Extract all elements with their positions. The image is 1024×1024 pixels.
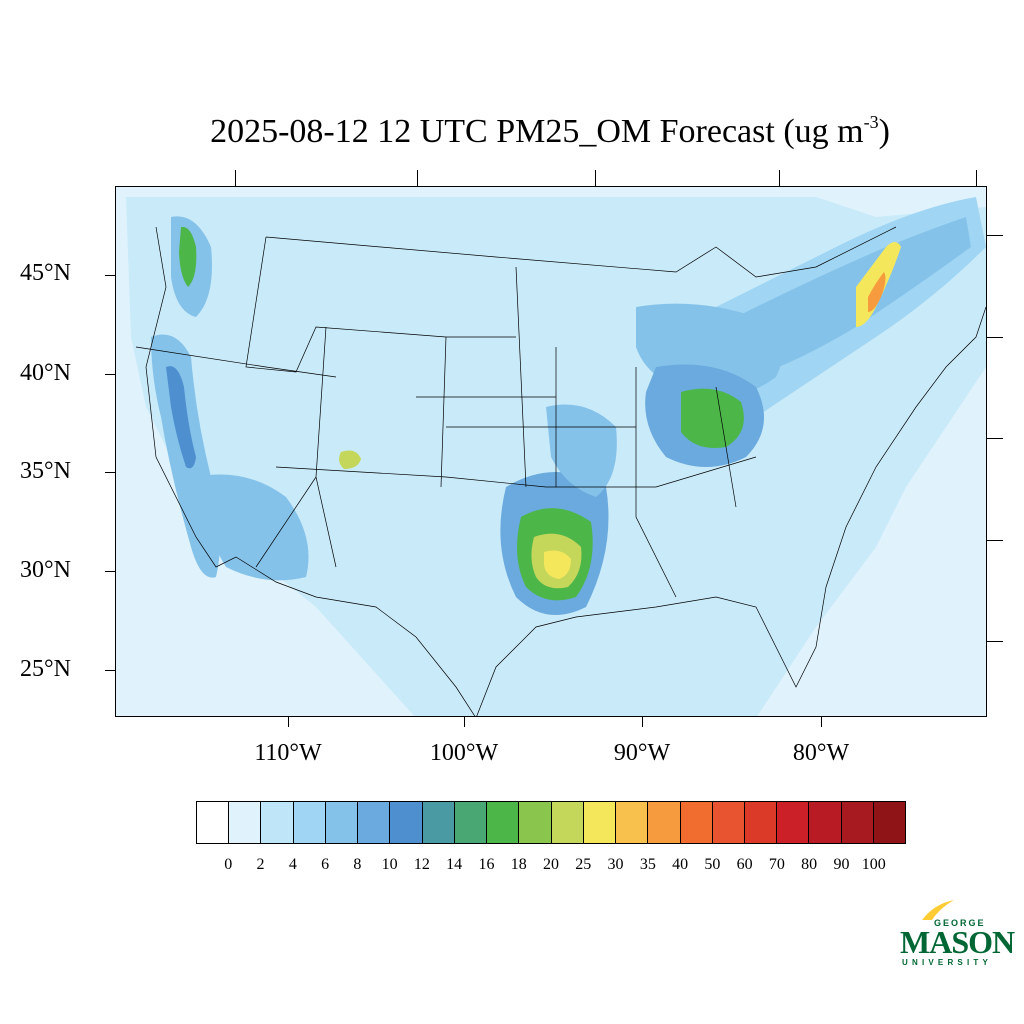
forecast-map — [115, 186, 987, 717]
tick-left-35 — [105, 472, 115, 473]
colorbar-swatch — [261, 802, 294, 843]
tick-right-1 — [987, 235, 1003, 236]
colorbar-label: 50 — [704, 856, 721, 873]
tick-left-40 — [105, 374, 115, 375]
colorbar-swatch — [519, 802, 552, 843]
colorbar-swatch — [841, 802, 874, 843]
title-text: 2025-08-12 12 UTC PM25_OM Forecast (ug m — [210, 113, 864, 150]
tick-left-45 — [105, 275, 115, 276]
lon-label-90w: 90°W — [613, 740, 671, 766]
colorbar-label: 35 — [639, 856, 656, 873]
pacific-northwest-core — [179, 226, 197, 287]
lat-label-45n: 45°N — [20, 260, 71, 286]
colorbar-label: 8 — [353, 856, 362, 873]
colorbar-label: 90 — [833, 856, 850, 873]
tick-top-1 — [235, 170, 236, 186]
colorbar-swatch — [422, 802, 455, 843]
colorbar — [196, 801, 906, 844]
colorbar-swatch — [390, 802, 423, 843]
lat-label-25n: 25°N — [20, 656, 71, 682]
map-canvas — [116, 187, 986, 716]
logo-university: UNIVERSITY — [902, 958, 993, 967]
colorbar-label: 12 — [413, 856, 430, 873]
colorbar-swatch — [744, 802, 778, 843]
colorbar-label: 100 — [861, 856, 886, 873]
ohio-valley-core — [681, 388, 744, 448]
colorbar-swatch — [229, 802, 262, 843]
colorbar-swatch — [712, 802, 745, 843]
tick-bottom-80 — [821, 717, 822, 727]
tick-bottom-110 — [288, 717, 289, 727]
colorbar-label: 18 — [510, 856, 527, 873]
colorbar-swatch — [680, 802, 713, 843]
colorbar-label: 25 — [575, 856, 592, 873]
boundary-lines — [135, 226, 986, 716]
west-coast-core — [166, 366, 196, 469]
colorbar-label: 20 — [543, 856, 559, 873]
colorbar-swatch — [487, 802, 520, 843]
title-close: ) — [878, 113, 890, 150]
lat-label-30n: 30°N — [20, 557, 71, 583]
title-superscript: -3 — [863, 112, 879, 132]
colorbar-label: 2 — [256, 856, 265, 873]
tick-right-4 — [987, 540, 1003, 541]
colorbar-label: 6 — [321, 856, 330, 873]
lon-label-80w: 80°W — [792, 740, 850, 766]
colorbar-label: 0 — [224, 856, 233, 873]
tick-right-3 — [987, 438, 1003, 439]
colorbar-swatch — [358, 802, 391, 843]
colorbar-swatch — [325, 802, 359, 843]
colorbar-label: 4 — [288, 856, 297, 873]
colorbar-swatch — [197, 802, 230, 843]
tick-top-3 — [595, 170, 596, 186]
colorbar-label: 30 — [607, 856, 624, 873]
tick-top-2 — [417, 170, 418, 186]
lon-label-100w: 100°W — [429, 740, 499, 766]
tick-right-5 — [987, 641, 1003, 642]
logo-mason: MASON — [900, 924, 1015, 960]
lat-label-40n: 40°N — [20, 360, 71, 386]
colorbar-swatch — [551, 802, 584, 843]
george-mason-logo: GEORGE MASON UNIVERSITY — [896, 898, 1015, 970]
colorbar-label: 60 — [736, 856, 753, 873]
colorbar-label: 16 — [478, 856, 495, 873]
colorbar-label: 80 — [801, 856, 818, 873]
tick-left-30 — [105, 571, 115, 572]
colorado-spot — [339, 450, 361, 469]
northeast-plume-core — [731, 217, 971, 372]
tick-top-5 — [976, 170, 977, 186]
colorbar-label: 70 — [768, 856, 785, 873]
colorbar-swatch — [616, 802, 649, 843]
colorbar-swatch — [648, 802, 681, 843]
tick-bottom-100 — [464, 717, 465, 727]
lon-label-110w: 110°W — [254, 740, 322, 766]
colorbar-swatch — [777, 802, 810, 843]
tick-right-2 — [987, 337, 1003, 338]
colorbar-swatch — [583, 802, 617, 843]
tick-bottom-90 — [642, 717, 643, 727]
colorbar-swatch — [809, 802, 842, 843]
colorbar-label: 40 — [672, 856, 689, 873]
colorbar-label: 14 — [446, 856, 463, 873]
lat-label-35n: 35°N — [20, 458, 71, 484]
southwest-field — [196, 474, 309, 581]
tick-left-25 — [105, 670, 115, 671]
colorbar-swatch — [293, 802, 326, 843]
colorbar-label: 10 — [381, 856, 398, 873]
logo-flame-icon — [922, 900, 954, 920]
mississippi-field — [546, 404, 617, 497]
southcentral-hotspot — [544, 550, 571, 579]
new-england-core — [868, 272, 886, 312]
colorbar-swatch — [454, 802, 488, 843]
logo-george: GEORGE — [934, 918, 986, 928]
tick-top-4 — [779, 170, 780, 186]
colorbar-swatch — [873, 802, 906, 843]
map-title: 2025-08-12 12 UTC PM25_OM Forecast (ug m… — [0, 112, 1024, 151]
